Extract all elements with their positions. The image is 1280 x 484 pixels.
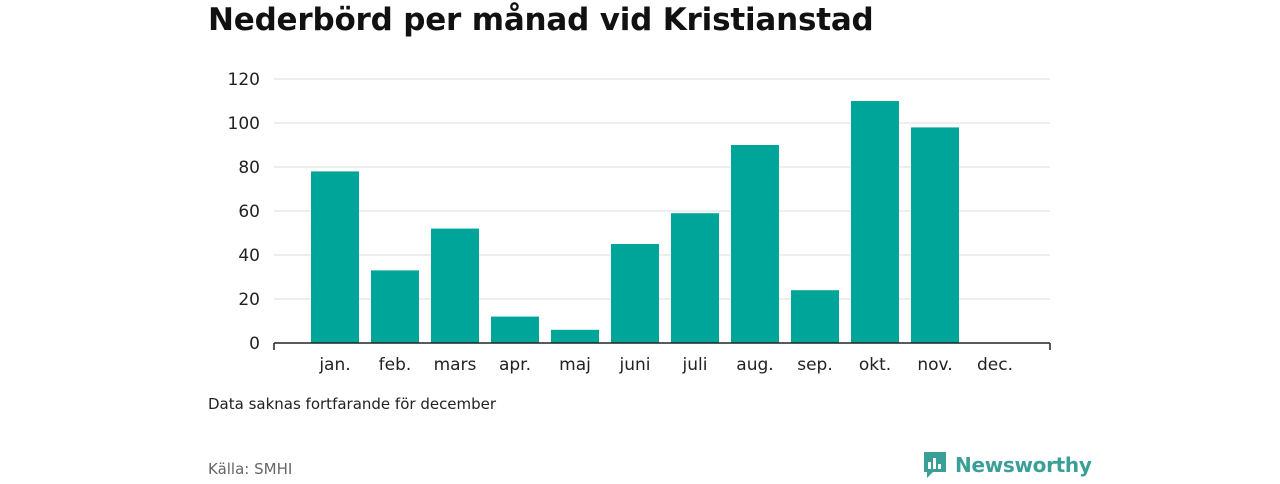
bar	[791, 290, 839, 343]
bar	[671, 213, 719, 343]
x-tick-label: nov.	[917, 355, 952, 375]
brand: Newsworthy	[922, 450, 1092, 480]
y-tick-label: 0	[249, 334, 260, 354]
x-tick-label: sep.	[797, 355, 833, 375]
bar	[431, 228, 479, 343]
x-tick-label: dec.	[977, 355, 1013, 375]
x-tick-label: mars	[434, 355, 477, 375]
y-tick-label: 120	[228, 70, 260, 90]
x-tick-label: feb.	[379, 355, 412, 375]
y-tick-label: 20	[238, 290, 260, 310]
y-tick-label: 80	[238, 158, 260, 178]
y-tick-label: 40	[238, 246, 260, 266]
brand-name: Newsworthy	[955, 453, 1092, 477]
bar	[851, 101, 899, 343]
y-tick-label: 100	[228, 114, 260, 134]
x-tick-label: jan.	[318, 355, 350, 375]
bar	[491, 316, 539, 343]
chart-note: Data saknas fortfarande för december	[208, 395, 497, 413]
source-label: Källa: SMHI	[208, 460, 293, 478]
x-tick-label: okt.	[859, 355, 891, 375]
x-axis	[273, 342, 1051, 350]
x-tick-label: juli	[682, 355, 708, 375]
x-tick-label: juni	[619, 355, 651, 375]
bar	[371, 270, 419, 343]
bar	[311, 171, 359, 343]
bars	[311, 101, 959, 344]
bar	[611, 244, 659, 343]
y-axis-ticks: 0 20 40 60 80 100 120	[228, 70, 260, 354]
bar	[911, 127, 959, 344]
x-tick-label: maj	[559, 355, 591, 375]
chart-title: Nederbörd per månad vid Kristianstad	[208, 2, 874, 38]
x-tick-label: aug.	[736, 355, 773, 375]
bar	[551, 329, 599, 343]
bar	[731, 145, 779, 343]
x-axis-ticks: jan. feb. mars apr. maj juni juli aug. sep. okt. n…	[318, 355, 1013, 375]
y-tick-label: 60	[238, 202, 260, 222]
newsworthy-logo-icon	[922, 450, 948, 480]
x-tick-label: apr.	[499, 355, 531, 375]
